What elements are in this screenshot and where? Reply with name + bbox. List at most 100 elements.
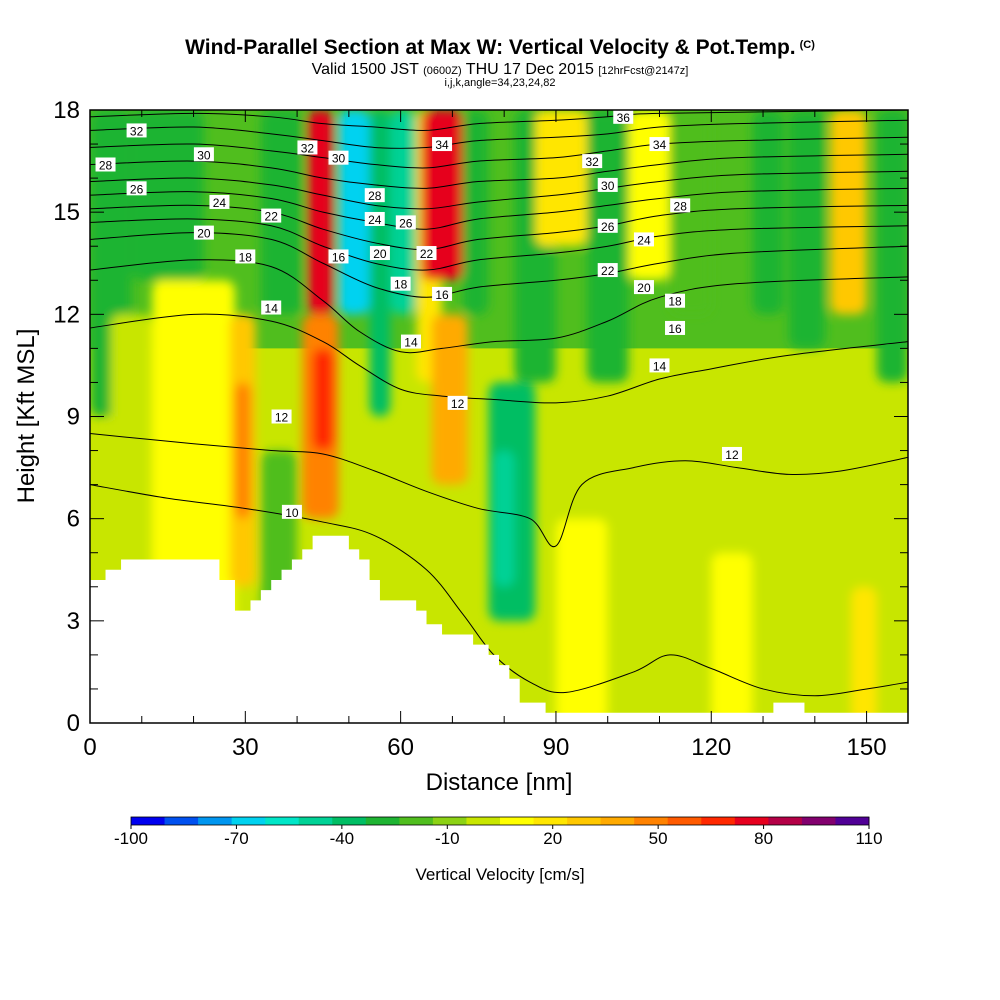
contour-label-extra-10: 12 [447,395,468,411]
colorbar-swatch [600,817,635,825]
contour-label-extra-21: 16 [665,320,686,336]
colorbar-swatch [432,817,467,825]
colorbar-swatch [567,817,602,825]
contour-label-extra-15: 28 [670,198,691,213]
velocity-cell-24 [628,110,670,281]
colorbar-label: Vertical Velocity [cm/s] [415,865,584,884]
svg-text:12: 12 [275,411,289,425]
svg-text:32: 32 [586,155,600,169]
y-tick-label: 18 [53,97,80,124]
y-tick-label: 3 [67,608,80,635]
theta-contour-12 [90,433,908,548]
contour-label-extra-18: 22 [597,263,618,278]
svg-text:26: 26 [601,220,615,234]
contour-label-12: 12 [271,409,292,425]
svg-text:20: 20 [373,247,387,261]
contour-label-extra-16: 26 [597,218,618,234]
velocity-cell-15 [421,110,463,281]
velocity-cell-30 [851,586,877,723]
svg-text:24: 24 [368,213,382,227]
y-tick-label: 6 [67,506,80,533]
colorbar-swatch [533,817,568,825]
theta-contour-32 [90,119,908,149]
contour-label-extra-6: 22 [416,246,437,261]
contour-label-30: 30 [193,147,214,162]
svg-text:16: 16 [435,288,449,302]
colorbar-swatch [231,817,266,825]
svg-text:18: 18 [394,278,408,292]
contour-label-extra-23: 12 [721,446,742,462]
colorbar-swatch [667,817,702,825]
contour-label-20: 20 [193,225,214,241]
contour-label-26: 26 [126,181,147,196]
contour-label-extra-12: 34 [649,137,670,152]
contour-label-extra-5: 20 [369,246,390,261]
colorbar-swatch [835,817,870,825]
contour-label-18: 18 [235,249,256,264]
colorbar-swatch [500,817,535,825]
y-tick-label: 0 [67,710,80,737]
svg-text:20: 20 [637,281,651,295]
colorbar-tick-label: 50 [649,829,668,848]
colorbar-tick-label: -100 [114,829,148,848]
svg-text:34: 34 [435,138,449,152]
svg-text:30: 30 [197,148,211,162]
svg-text:14: 14 [653,359,667,373]
colorbar-swatch [466,817,501,825]
svg-text:26: 26 [399,216,413,230]
y-tick-label: 12 [53,301,80,328]
svg-text:28: 28 [99,158,113,172]
contour-label-28: 28 [95,157,116,172]
x-tick-label: 120 [691,734,731,761]
theta-contour-18 [90,232,908,298]
contour-label-32: 32 [126,123,147,138]
svg-text:24: 24 [213,196,227,210]
theta-contour-26 [90,170,908,210]
svg-text:20: 20 [197,227,211,241]
svg-text:16: 16 [332,250,346,264]
colorbar-tick-label: -40 [330,829,355,848]
x-tick-label: 30 [232,734,259,761]
theta-contour-24 [90,187,908,230]
contour-label-extra-19: 20 [633,280,654,295]
colorbar-swatch [768,817,803,825]
colorbar-swatch [265,817,300,825]
svg-text:24: 24 [637,233,651,247]
svg-text:28: 28 [368,189,382,203]
colorbar-tick-label: -10 [435,829,460,848]
svg-text:22: 22 [601,264,615,278]
colorbar-swatch [198,817,233,825]
svg-text:14: 14 [404,336,418,350]
colorbar-swatch [634,817,669,825]
contour-label-34: 34 [432,137,453,152]
contour-label-extra-9: 14 [400,334,421,350]
velocity-cell-12 [369,110,391,417]
x-tick-label: 0 [83,734,96,761]
velocity-cell-28 [788,110,826,349]
y-tick-label: 15 [53,199,80,226]
theta-contour-28 [90,153,908,189]
theta-contour-34 [90,110,908,131]
colorbar-tick-label: 110 [855,829,882,848]
colorbar-swatch [332,817,367,825]
theta-contour-16 [90,259,908,354]
velocity-cell-10 [307,110,334,315]
contour-label-extra-17: 24 [633,232,654,247]
velocity-cell-19 [493,450,515,587]
svg-text:12: 12 [451,397,465,411]
x-tick-label: 90 [543,734,570,761]
contour-label-extra-13: 32 [582,154,603,169]
colorbar: -100 -70 -40 -10 20 50 80 110 [114,816,883,848]
velocity-cell-26 [711,552,753,723]
velocity-cell-1 [131,110,204,281]
velocity-cell-29 [830,110,867,315]
colorbar-swatch [734,817,769,825]
chart-subtitle: Valid 1500 JST (0600Z) THU 17 Dec 2015 [… [311,61,689,78]
terrain [90,535,908,723]
colorbar-swatch [131,817,166,825]
svg-text:36: 36 [617,111,631,125]
